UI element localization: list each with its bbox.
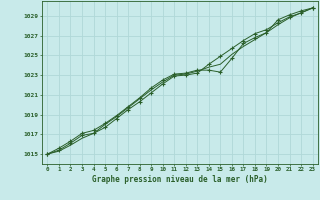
X-axis label: Graphe pression niveau de la mer (hPa): Graphe pression niveau de la mer (hPa) [92,175,268,184]
